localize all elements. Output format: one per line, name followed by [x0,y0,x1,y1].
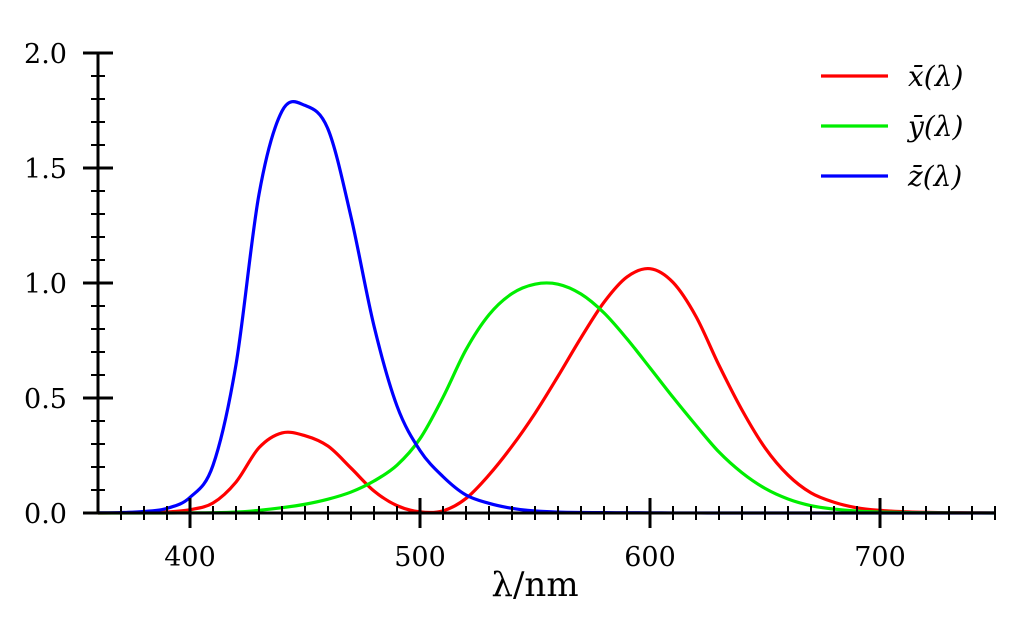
y-tick-label: 0.5 [24,384,67,415]
y-tick-label: 0.0 [24,499,67,530]
y-tick-label: 2.0 [24,39,67,70]
x-axis-label: λ/nm [491,565,578,605]
x-tick-label: 600 [624,542,676,573]
legend-label-3: z̄(λ) [907,160,962,193]
series-line-1 [97,266,996,515]
y-tick-label: 1.5 [24,154,67,185]
y-tick-label: 1.0 [24,269,67,300]
x-tick-label: 500 [394,542,446,573]
x-tick-label: 400 [164,542,216,573]
series-line-2 [98,281,996,515]
legend: x̄(λ) ȳ(λ) z̄(λ) [821,60,963,193]
plot-area [97,100,996,515]
legend-label-2: ȳ(λ) [906,110,963,143]
legend-label-1: x̄(λ) [908,60,963,93]
ticks: 0.0 0.5 1.0 1.5 2.0 400 500 600 700 [24,39,996,573]
series-line-3 [97,100,995,515]
x-tick-label: 700 [854,542,906,573]
